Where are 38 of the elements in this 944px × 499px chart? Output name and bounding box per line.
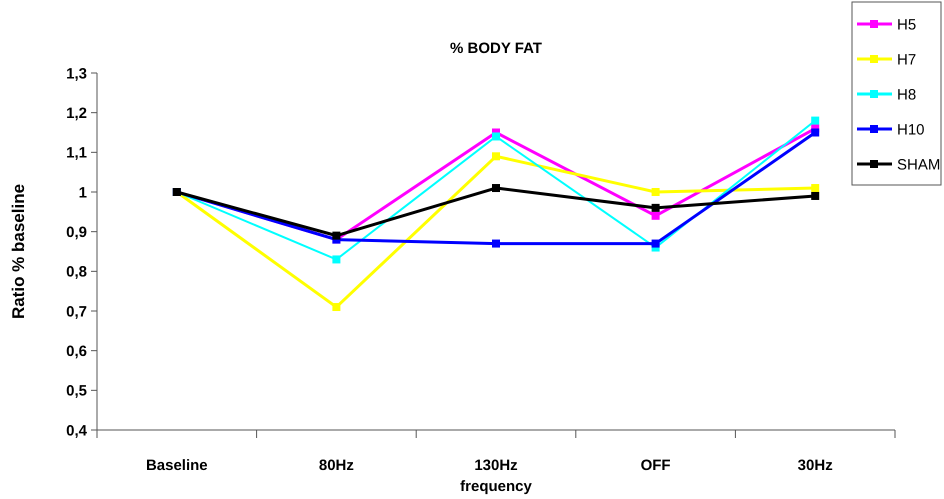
y-axis-title: Ratio % baseline [9, 184, 28, 320]
y-tick-label: 1,2 [66, 104, 87, 122]
point [492, 152, 500, 160]
x-tick-label: 130Hz [474, 457, 518, 474]
point [811, 128, 820, 136]
x-tick-label: Baseline [146, 457, 208, 474]
legend-label: SHAM [897, 156, 940, 174]
x-axis-title: frequency [460, 478, 532, 495]
point [652, 240, 660, 248]
point [492, 132, 500, 140]
point [811, 116, 820, 125]
point [652, 188, 660, 196]
chart-title: % BODY FAT [450, 40, 542, 57]
y-tick-label: 1,3 [66, 65, 87, 82]
point [492, 240, 500, 248]
y-tick-label: 0,5 [66, 382, 87, 400]
legend-label: H10 [897, 121, 925, 138]
y-tick-label: 0,8 [66, 264, 87, 281]
point [492, 184, 500, 192]
y-tick-label: 1 [78, 184, 87, 202]
point [652, 212, 660, 220]
x-tick-label: OFF [640, 457, 671, 474]
y-tick-label: 0,4 [66, 422, 88, 440]
point [332, 255, 340, 264]
legend-label: H8 [897, 86, 916, 104]
y-tick-label: 0,9 [66, 224, 87, 241]
point [652, 204, 660, 212]
point [811, 184, 820, 192]
y-tick-label: 0,6 [66, 342, 87, 360]
y-tick-label: 1,1 [66, 144, 87, 162]
legend-label: H7 [897, 51, 916, 68]
y-tick-label: 0,7 [66, 303, 87, 320]
x-tick-label: 30Hz [798, 457, 833, 474]
legend-label: H5 [897, 16, 916, 34]
point [332, 232, 340, 240]
point [332, 303, 340, 312]
point [811, 192, 820, 200]
x-tick-label: 80Hz [318, 457, 354, 474]
